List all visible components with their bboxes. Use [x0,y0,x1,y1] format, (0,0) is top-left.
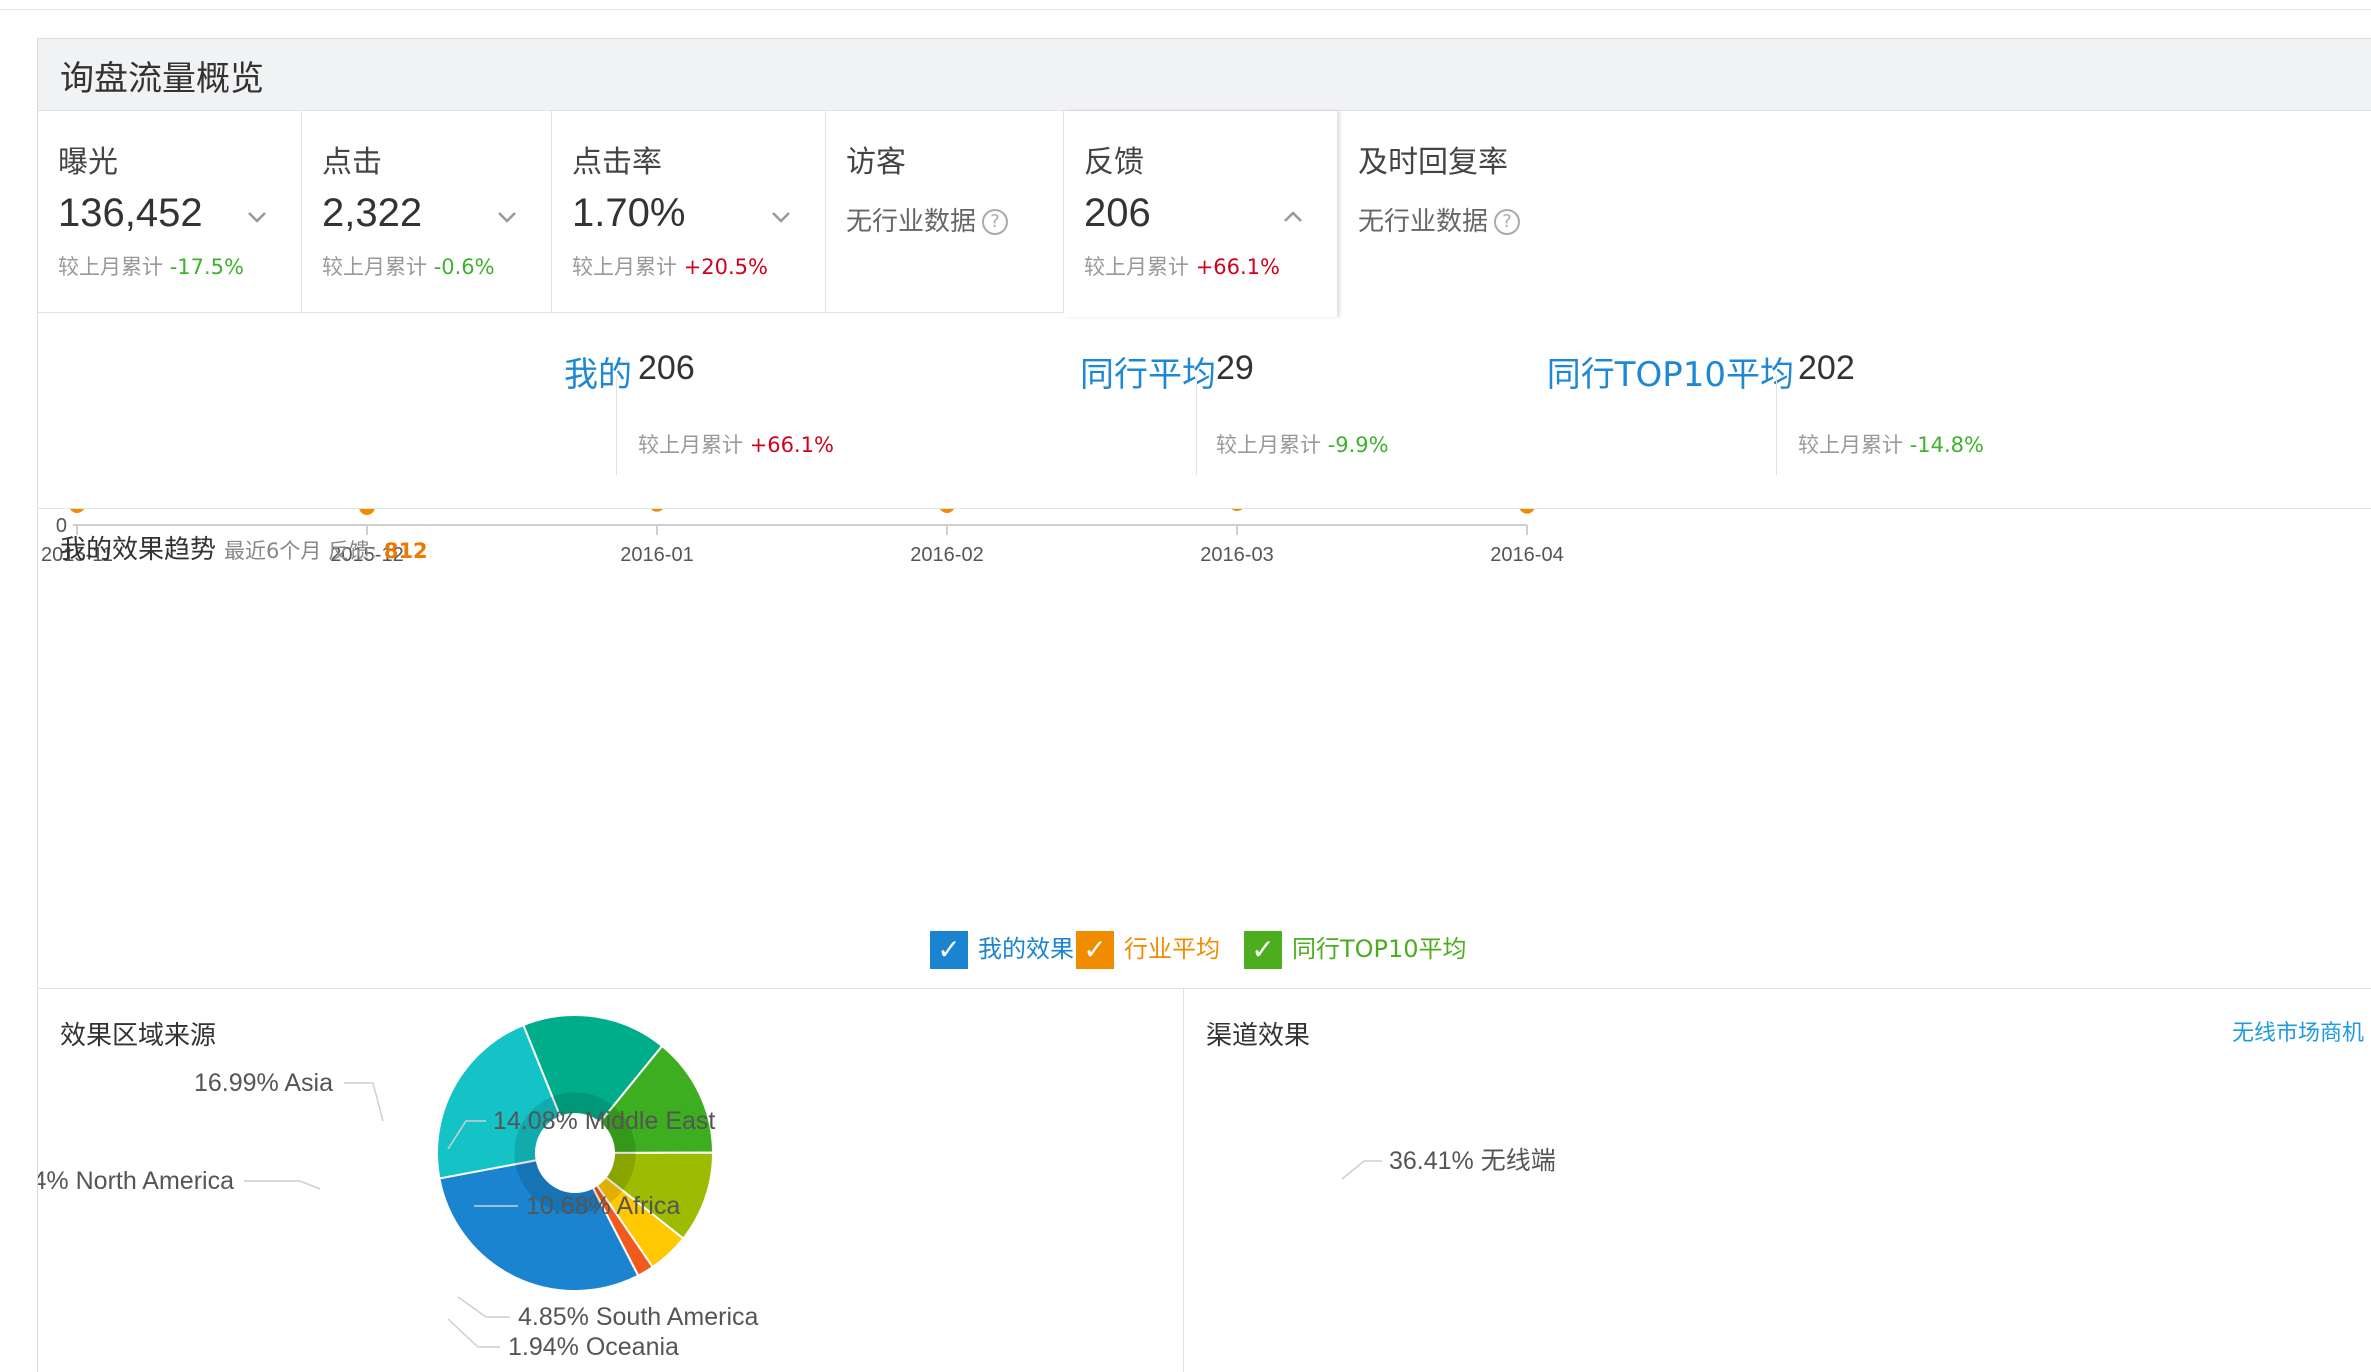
y-tick-label: 0 [56,515,67,537]
top-divider [0,0,2371,10]
slice-label: 1.94% Oceania [508,1333,679,1361]
label-leader-line [447,1318,500,1348]
compare-label-top10-avg: 同行TOP10平均 [1546,355,1794,395]
metric-value: 206 [1084,191,1151,235]
chevron-down-icon[interactable] [493,203,521,231]
divider [1776,375,1777,475]
region-title: 效果区域来源 [60,1021,217,1051]
legend-label: 同行TOP10平均 [1292,935,1467,963]
slice-label: 16.99% Asia [194,1069,333,1097]
data-point [70,509,84,513]
region-source-section: 16.99% Asia 14.08% Middle East 10.68% Afri… [38,989,1184,1372]
legend-label: 我的效果 [978,935,1074,963]
data-point [1231,509,1243,511]
pie-hole [534,1112,616,1194]
metric-change: 较上月累计 -0.6% [322,255,495,279]
label-leader-line [457,1296,510,1318]
slice-label: 4.85% South America [518,1303,759,1331]
checkbox-checked-icon[interactable]: ✓ [930,931,968,969]
metric-label: 点击率 [572,145,662,180]
compare-value-mine: 206 [638,349,695,387]
compare-value-top10-avg: 202 [1798,349,1855,387]
help-icon[interactable]: ? [1494,209,1521,235]
help-icon[interactable]: ? [982,209,1009,235]
chevron-up-icon[interactable] [1279,203,1307,231]
no-data-text: 无行业数据? [846,201,1009,238]
metric-change: 较上月累计 -17.5% [58,255,244,279]
slice-label: 36.41% 无线端 [1389,1147,1556,1175]
data-point [651,509,663,512]
label-leader-line [344,1082,384,1122]
channel-pie-chart: 36.41% 无线端63.59% PC(电脑版) [1341,1147,1556,1180]
metric-tab-reply-rate[interactable]: 及时回复率 无行业数据? [1338,111,2371,313]
trend-title: 我的效果趋势 最近6个月 反馈: 812 [60,535,428,565]
metric-label: 反馈 [1084,145,1144,180]
metric-tabs: 曝光 136,452 较上月累计 -17.5% 点击 2,322 较上月累计 -… [38,111,2371,317]
compare-change-peer-avg: 较上月累计 -9.9% [1216,433,1389,457]
metric-change: 较上月累计 +20.5% [572,255,768,279]
divider [616,375,617,475]
metric-change: 较上月累计 +66.1% [1084,255,1280,279]
label-leader-line [244,1180,321,1190]
checkbox-checked-icon[interactable]: ✓ [1244,931,1282,969]
metric-value: 1.70% [572,191,686,235]
divider [1196,375,1197,475]
data-point [359,509,375,515]
legend-label: 行业平均 [1124,935,1220,963]
data-point [1519,509,1535,514]
panel-header: 询盘流量概览 [38,39,2371,111]
x-tick-label: 2015-11 [41,544,113,566]
slice-label: 10.68% Africa [526,1192,680,1220]
feedback-comparison: 我的 206 较上月累计 +66.1% 同行平均 29 较上月累计 -9.9% … [38,313,2371,509]
compare-value-peer-avg: 29 [1216,349,1254,387]
x-tick-label: 2016-02 [910,544,983,566]
chevron-down-icon[interactable] [767,203,795,231]
metric-label: 访客 [846,145,906,180]
region-pie-chart: 16.99% Asia 14.08% Middle East 10.68% Afri… [38,1014,759,1361]
label-leader-line [447,1120,486,1150]
compare-label-peer-avg: 同行平均 [1080,355,1216,395]
slice-label: 21.84% North America [38,1167,234,1195]
metric-tab-ctr[interactable]: 点击率 1.70% 较上月累计 +20.5% [552,111,826,313]
compare-label-mine: 我的 [564,355,632,395]
metric-label: 点击 [322,145,382,180]
metric-tab-visitors[interactable]: 访客 无行业数据? [826,111,1064,313]
slice-label: 14.08% Middle East [493,1107,715,1135]
trend-section: 048961441922402015-112015-122016-012016-… [38,509,2371,989]
metric-label: 及时回复率 [1358,145,1508,180]
compare-change-top10-avg: 较上月累计 -14.8% [1798,433,1984,457]
panel-title: 询盘流量概览 [60,59,264,99]
metric-label: 曝光 [58,145,118,180]
data-point [940,509,954,513]
label-leader-line [1341,1160,1382,1180]
x-tick-label: 2016-04 [1490,544,1563,566]
compare-change-mine: 较上月累计 +66.1% [638,433,834,457]
x-tick-label: 2016-01 [620,544,693,566]
channel-section: 36.41% 无线端63.59% PC(电脑版) 渠道效果 无线市场商机 [1184,989,2371,1372]
trend-line-chart: 048961441922402015-112015-122016-012016-… [41,509,1564,566]
pie-slice [572,1151,715,1240]
metric-tab-exposure[interactable]: 曝光 136,452 较上月累计 -17.5% [38,111,302,313]
x-tick-label: 2015-12 [330,544,403,566]
wireless-opportunity-link[interactable]: 无线市场商机 [2231,1021,2364,1046]
checkbox-checked-icon[interactable]: ✓ [1076,931,1114,969]
chart-legend: ✓ 我的效果 ✓ 行业平均 ✓ 同行TOP10平均 [930,929,1490,969]
x-tick-label: 2016-03 [1200,544,1273,566]
pie-slice [522,1014,664,1155]
metric-tab-feedback[interactable]: 反馈 206 较上月累计 +66.1% [1064,111,1338,317]
no-data-text: 无行业数据? [1358,201,1521,238]
channel-title: 渠道效果 [1206,1021,1311,1051]
metric-tab-clicks[interactable]: 点击 2,322 较上月累计 -0.6% [302,111,552,313]
metric-value: 2,322 [322,191,423,235]
metric-value: 136,452 [58,191,203,235]
chevron-down-icon[interactable] [243,203,271,231]
inquiry-traffic-panel: 询盘流量概览 曝光 136,452 较上月累计 -17.5% 点击 2,322 … [37,38,2371,1372]
pie-slice [572,1044,715,1155]
trend-subtitle: 最近6个月 反馈: 812 [224,539,428,563]
